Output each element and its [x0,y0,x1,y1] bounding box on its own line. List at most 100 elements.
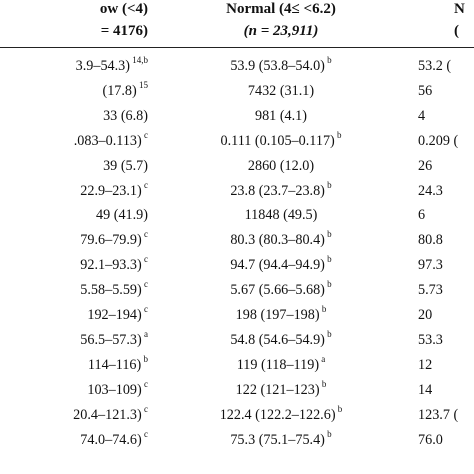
cell-value: 75.3 (75.1–75.4) [230,432,325,448]
cell-footnote: b [324,279,332,290]
table-cell-col3: 0.209 ( [418,133,459,149]
cell-value: 49 (41.9) [95,207,148,223]
cell-value: 114–116) [87,357,142,373]
header-rule [0,47,474,48]
cell-value: 981 (4.1) [254,108,307,124]
cell-value: 23.8 (23.7–23.8) [230,183,325,199]
table-cell-col2: 94.7 (94.4–94.9) b [181,254,381,274]
cell-value: 103–109) [87,382,142,398]
table-cell-col2: 7432 (31.1) [181,82,381,100]
header-col1-title: ow (<4) [99,1,148,17]
cell-value: 7432 (31.1) [247,83,315,99]
cell-value: 92.1–93.3) [80,257,142,273]
cell-value: 53.9 (53.8–54.0) [230,58,325,74]
table-cell-col1: 74.0–74.6) c [80,429,148,449]
cell-footnote: b [324,229,332,240]
table-cell-col1: 114–116) b [87,354,149,374]
table-cell-col3: 20 [418,307,433,323]
cell-footnote: b [319,379,327,390]
cell-footnote: c [141,279,148,290]
table-cell-col3: 123.7 ( [418,407,459,423]
cell-footnote: c [141,130,148,141]
table-cell-col1: 39 (5.7) [103,157,148,175]
cell-footnote: b [324,180,332,191]
cell-footnote: a [141,329,148,340]
table-cell-col3: 53.3 [418,332,443,348]
cell-value: 54.8 (54.6–54.9) [230,332,325,348]
table-cell-col1: 79.6–79.9) c [80,229,148,249]
header-col2-n: (n = 23,911) [181,22,381,40]
table-cell-col1: 20.4–121.3) c [73,404,148,424]
table-cell-col3: 14 [418,382,433,398]
table-cell-col2: 5.67 (5.66–5.68) b [181,279,381,299]
cell-value: 5.67 (5.66–5.68) [230,282,325,298]
header-col1-n: = 4176) [100,23,148,39]
table-cell-col1: 49 (41.9) [96,206,148,224]
table-cell-col1: 192–194) c [87,304,148,324]
table-cell-col2: 2860 (12.0) [181,157,381,175]
cell-value: (17.8) [102,83,137,99]
table-cell-col1: 56.5–57.3) a [80,329,148,349]
cell-value: 22.9–23.1) [80,183,142,199]
table-cell-col3: 76.0 [418,432,443,448]
header-col2-n-italic: n [248,23,257,39]
header-col3-n: ( [454,23,459,39]
table-cell-col2: 23.8 (23.7–23.8) b [181,180,381,200]
cell-value: 20.4–121.3) [73,407,142,423]
cell-value: .083–0.113) [73,133,142,149]
cell-footnote: b [324,254,332,265]
cell-footnote: b [324,429,332,440]
table-cell-col2: 54.8 (54.6–54.9) b [181,329,381,349]
table-cell-col3: 5.73 [418,282,443,298]
cell-value: 56.5–57.3) [80,332,142,348]
cell-value: 39 (5.7) [103,158,148,174]
table-cell-col2: 0.111 (0.105–0.117) b [181,131,381,150]
cell-value: 33 (6.8) [103,108,148,124]
table-cell-col2: 80.3 (80.3–80.4) b [181,229,381,249]
cell-value: 80.3 (80.3–80.4) [230,232,325,248]
cell-footnote: c [141,429,148,440]
cell-footnote: b [141,354,149,365]
table-cell-col1: 22.9–23.1) c [80,181,148,200]
table-cell-col1: .083–0.113) c [73,130,148,150]
table-cell-col3: 6 [418,207,426,223]
cell-footnote: 14,b [130,55,148,66]
cell-value: 5.58–5.59) [80,282,142,298]
cell-footnote: a [319,354,326,365]
cell-footnote: c [141,404,148,415]
table-cell-col3: 56 [418,83,433,99]
cell-footnote: b [324,329,332,340]
cell-value: 94.7 (94.4–94.9) [230,257,325,273]
table-cell-col3: 12 [418,357,433,373]
table-cell-col2: 119 (118–119) a [181,354,381,374]
table-cell-col3: 4 [418,108,426,124]
table-cell-col1: 103–109) c [87,379,148,399]
cell-value: 198 (197–198) [235,307,320,323]
cell-value: 122.4 (122.2–122.6) [219,407,336,423]
header-col3-title: N [454,1,465,17]
table-cell-col3: 80.8 [418,232,443,248]
cell-value: 3.9–54.3) [75,58,130,74]
cell-value: 79.6–79.9) [80,232,142,248]
table-cell-col1: 92.1–93.3) c [80,255,148,274]
table-cell-col2: 53.9 (53.8–54.0) b [181,55,381,75]
table-cell-col2: 122.4 (122.2–122.6) b [181,404,381,424]
cell-footnote: c [141,379,148,390]
table-cell-col3: 26 [418,158,433,174]
cell-value: 192–194) [87,307,142,323]
table-cell-col2: 75.3 (75.1–75.4) b [181,429,381,449]
cell-value: 0.111 (0.105–0.117) [220,133,335,149]
cell-footnote: c [141,229,148,240]
table-cell-col2: 11848 (49.5) [181,206,381,224]
table-cell-col2: 122 (121–123) b [181,379,381,399]
table-cell-col1: 33 (6.8) [103,107,148,125]
header-col2-n-rest: = 23,911) [256,23,319,39]
cell-value: 2860 (12.0) [247,158,315,174]
cell-footnote: c [141,304,148,315]
table-cell-col2: 198 (197–198) b [181,305,381,324]
cell-footnote: b [335,404,343,415]
cell-value: 11848 (49.5) [244,207,318,223]
cell-footnote: b [324,55,332,66]
table-cell-col3: 24.3 [418,183,443,199]
table-cell-col3: 53.2 ( [418,58,452,74]
